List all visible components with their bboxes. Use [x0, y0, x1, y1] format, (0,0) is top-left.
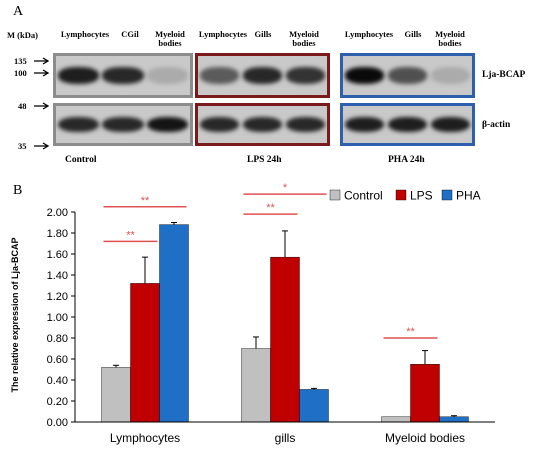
western-band	[387, 116, 428, 133]
lane-label-pha-lymphocytes: Lymphocytes	[344, 29, 394, 39]
western-band	[344, 116, 385, 133]
significance-label: **	[141, 195, 150, 207]
western-band	[199, 67, 240, 84]
x-category-label: Lymphocytes	[110, 431, 180, 445]
group-label-control: Control	[65, 155, 97, 165]
lane-label-lps-gills: Gills	[254, 29, 272, 39]
y-tick-label: 1.00	[47, 312, 68, 324]
bar-lps	[270, 256, 300, 423]
western-band	[147, 67, 189, 84]
western-band	[147, 116, 189, 133]
group-label-lps: LPS 24h	[247, 155, 282, 165]
mw-arrow-35	[34, 142, 50, 150]
legend-swatch-lps	[395, 189, 407, 201]
mw-arrow-48	[34, 102, 50, 110]
western-band	[430, 116, 471, 133]
western-band	[344, 67, 385, 84]
legend-swatch-control	[329, 189, 341, 201]
legend-label-pha: PHA	[456, 189, 481, 203]
western-band	[285, 67, 326, 84]
lane-label-control-lymphocytes: Lymphocytes	[60, 29, 110, 39]
blot-pha-bcap	[340, 53, 475, 98]
western-band	[242, 116, 283, 133]
x-category-label: gills	[275, 431, 296, 445]
bar-control	[241, 348, 271, 423]
y-tick-label: 1.80	[47, 228, 68, 240]
bar-lps	[130, 283, 160, 423]
y-tick-label: 1.20	[47, 291, 68, 303]
row-label-lja-bcap: Lja-BCAP	[482, 70, 526, 80]
lane-label-pha-gills: Gills	[404, 29, 422, 39]
bar-chart: ********* 0.000.200.400.600.801.001.201.…	[10, 182, 495, 445]
panel-a-letter: A	[13, 4, 24, 19]
western-band	[242, 67, 283, 84]
y-tick-label: 0.00	[47, 417, 68, 429]
western-band	[102, 67, 144, 84]
y-tick-label: 0.80	[47, 333, 68, 345]
mw-marker-35: 35	[18, 141, 27, 151]
legend-swatch-pha	[441, 189, 453, 201]
panel-b-letter: B	[13, 183, 23, 198]
y-tick-label: 1.40	[47, 270, 68, 282]
western-band	[57, 67, 99, 84]
blot-pha-actin	[340, 103, 475, 146]
legend-label-lps: LPS	[410, 189, 433, 203]
significance-label: **	[126, 229, 135, 241]
bar-pha	[439, 416, 469, 423]
group-label-pha: PHA 24h	[388, 155, 425, 165]
lane-label-lps-myeloid: Myeloid bodies	[289, 29, 319, 48]
western-band	[102, 116, 144, 133]
mw-marker-48: 48	[18, 101, 27, 111]
western-band	[199, 116, 240, 133]
row-label-beta-actin: β-actin	[482, 120, 511, 130]
y-tick-label: 0.60	[47, 354, 68, 366]
lane-label-control-myeloid: Myeloid bodies	[155, 29, 185, 48]
blot-control-actin	[53, 103, 193, 146]
bar-control	[381, 416, 411, 423]
bar-lps	[410, 364, 440, 423]
lane-label-lps-lymphocytes: Lymphocytes	[198, 29, 248, 39]
significance-label: **	[406, 326, 415, 338]
legend-label-control: Control	[344, 189, 383, 203]
x-category-label: Myeloid bodies	[385, 431, 465, 445]
y-tick-label: 0.40	[47, 375, 68, 387]
bar-pha	[159, 224, 189, 423]
y-tick-label: 1.60	[47, 249, 68, 261]
y-tick-label: 0.20	[47, 396, 68, 408]
blot-lps-actin	[195, 103, 330, 146]
bar-pha	[299, 389, 329, 423]
lane-label-control-cgil: CGil	[121, 29, 139, 39]
blot-lps-bcap	[195, 53, 330, 98]
y-tick-label: 2.00	[47, 207, 68, 219]
western-band	[285, 116, 326, 133]
significance-label: *	[283, 182, 288, 194]
blot-control-bcap	[53, 53, 193, 98]
mw-arrow-100	[34, 69, 50, 77]
lane-label-pha-myeloid: Myeloid bodies	[435, 29, 465, 48]
significance-label: **	[266, 202, 275, 214]
mw-marker-135: 135	[14, 56, 27, 66]
western-band	[387, 67, 428, 84]
mw-arrow-135	[34, 57, 50, 65]
western-band	[57, 116, 99, 133]
western-band	[430, 67, 471, 84]
bar-control	[101, 367, 131, 423]
y-axis-label: The relative expression of Lja-BCAP	[10, 237, 20, 392]
mw-header: M (kDa)	[7, 30, 38, 40]
mw-marker-100: 100	[14, 68, 27, 78]
